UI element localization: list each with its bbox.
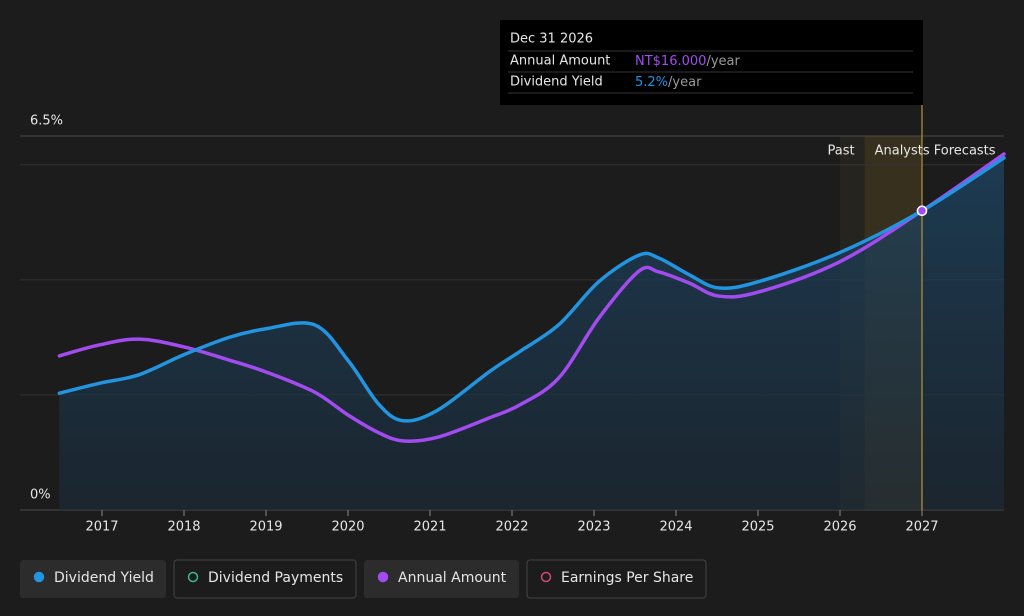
x-tick-label: 2017 <box>85 520 118 535</box>
x-tick-label: 2022 <box>495 520 528 535</box>
tooltip-unit: /year <box>706 54 740 69</box>
legend-label: Dividend Payments <box>208 570 343 586</box>
x-tick-label: 2023 <box>577 520 610 535</box>
region-label: Analysts Forecasts <box>875 144 996 159</box>
tooltip-label: Dividend Yield <box>510 75 603 90</box>
x-tick-label: 2025 <box>741 520 774 535</box>
tooltip-date: Dec 31 2026 <box>510 32 593 47</box>
tooltip: Dec 31 2026 Annual Amount NT$16.000/year Di… <box>500 20 923 105</box>
legend-marker <box>187 571 199 583</box>
legend-item[interactable]: Annual Amount <box>364 560 519 598</box>
tooltip-unit: /year <box>668 75 702 90</box>
legend-label: Annual Amount <box>398 570 507 586</box>
tooltip-box <box>500 20 923 105</box>
area <box>59 157 1005 510</box>
x-tick-label: 2019 <box>249 520 282 535</box>
legend-button <box>526 559 707 599</box>
x-tick-label: 2026 <box>823 520 856 535</box>
legend-label: Earnings Per Share <box>561 570 693 586</box>
legend-label: Dividend Yield <box>54 570 154 586</box>
line <box>57 156 1006 423</box>
x-tick-label: 2024 <box>659 520 692 535</box>
x-tick-label: 2020 <box>331 520 364 535</box>
legend-button <box>364 560 519 598</box>
region-label: Past <box>828 144 855 159</box>
x-tick-label: 2021 <box>413 520 446 535</box>
line <box>57 152 1006 443</box>
legend-marker <box>540 571 552 583</box>
tooltip-value-text: NT$16.000 <box>635 54 706 69</box>
tooltip-value-text: 5.2% <box>635 75 668 90</box>
y-tick-label: 6.5% <box>30 114 63 129</box>
legend-item[interactable]: Earnings Per Share <box>526 559 707 599</box>
legend-item[interactable]: Dividend Yield <box>20 560 166 598</box>
tooltip-label: Annual Amount <box>510 54 610 69</box>
x-tick-label: 2018 <box>167 520 200 535</box>
legend-item[interactable]: Dividend Payments <box>173 559 357 599</box>
legend-button <box>173 559 357 599</box>
legend-marker <box>33 571 45 583</box>
x-tick-label: 2027 <box>905 520 938 535</box>
tooltip-value: 5.2%/year <box>635 75 702 90</box>
tooltip-value: NT$16.000/year <box>635 54 740 69</box>
highlight-point <box>916 205 928 217</box>
y-tick-label: 0% <box>30 488 51 503</box>
legend-marker <box>377 571 389 583</box>
legend-button <box>20 560 166 598</box>
